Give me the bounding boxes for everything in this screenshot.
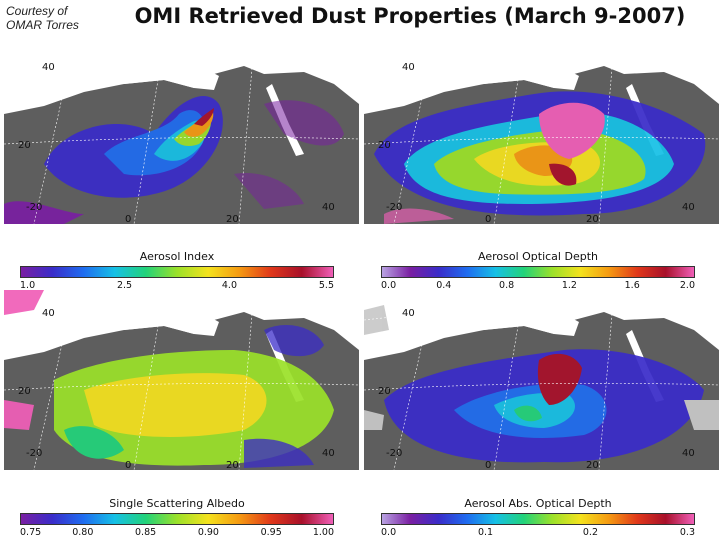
lon-label-minus20: -20 xyxy=(26,448,42,459)
colorbar-aerosol-optical-depth xyxy=(381,266,695,278)
colorbar-tick-label: 0.3 xyxy=(679,527,695,538)
colorbar-tick-label: 1.6 xyxy=(624,280,640,291)
lon-label-20: 20 xyxy=(586,460,599,470)
colorbar-tick-label: 0.4 xyxy=(436,280,452,291)
colorbar-tick-label: 0.0 xyxy=(381,280,397,291)
lon-label-20: 20 xyxy=(586,214,599,224)
single-scattering-albedo-map: 40 20 -20 0 20 40 xyxy=(4,290,359,470)
map-panel-aerosol-optical-depth: 40 20 -20 0 20 40 xyxy=(364,44,719,224)
map-panel-single-scattering-albedo: 40 20 -20 0 20 40 xyxy=(4,290,359,470)
credit-line-2: OMAR Torres xyxy=(6,18,79,32)
credit-text: Courtesy of OMAR Torres xyxy=(6,4,79,32)
colorbar-label-aerosol-optical-depth: Aerosol Optical Depth xyxy=(478,250,598,263)
colorbar-label-aerosol-index: Aerosol Index xyxy=(139,250,215,263)
colorbar-label-aerosol-abs-optical-depth: Aerosol Abs. Optical Depth xyxy=(464,497,612,510)
map-panel-aerosol-index: 40 20 -20 0 20 40 xyxy=(4,44,359,224)
colorbar-ticks-aerosol-index: 1.0 2.5 4.0 5.5 xyxy=(20,280,334,292)
colorbar-tick-label: 4.0 xyxy=(221,280,237,291)
colorbar-tick-label: 2.0 xyxy=(679,280,695,291)
page-title: OMI Retrieved Dust Properties (March 9-2… xyxy=(134,4,686,28)
lon-label-40: 40 xyxy=(322,202,335,213)
aerosol-index-map: 40 20 -20 0 20 40 xyxy=(4,44,359,224)
colorbar-aerosol-abs-optical-depth xyxy=(381,513,695,525)
colorbar-tick-label: 0.95 xyxy=(260,527,282,538)
colorbar-ticks-aerosol-optical-depth: 0.0 0.4 0.8 1.2 1.6 2.0 xyxy=(381,280,695,292)
lat-label-20: 20 xyxy=(378,386,391,397)
lat-label-20: 20 xyxy=(378,140,391,151)
graticule xyxy=(4,44,359,224)
lat-label-40: 40 xyxy=(402,308,415,319)
lon-label-minus20: -20 xyxy=(26,202,42,213)
colorbar-ticks-single-scattering-albedo: 0.75 0.80 0.85 0.90 0.95 1.00 xyxy=(20,527,334,539)
colorbar-aerosol-index xyxy=(20,266,334,278)
lon-label-0: 0 xyxy=(125,214,131,224)
colorbar-tick-label: 5.5 xyxy=(318,280,334,291)
colorbar-tick-label: 1.2 xyxy=(561,280,577,291)
lat-label-40: 40 xyxy=(42,308,55,319)
lon-label-minus20: -20 xyxy=(386,202,402,213)
aerosol-abs-optical-depth-map: 40 20 -20 0 20 40 xyxy=(364,290,719,470)
colorbar-tick-label: 1.00 xyxy=(312,527,334,538)
aerosol-optical-depth-map: 40 20 -20 0 20 40 xyxy=(364,44,719,224)
lon-label-0: 0 xyxy=(485,460,491,470)
mediterranean-sea xyxy=(74,68,219,90)
colorbar-tick-label: 0.0 xyxy=(381,527,397,538)
lon-label-20: 20 xyxy=(226,214,239,224)
lon-label-0: 0 xyxy=(485,214,491,224)
colorbar-ticks-aerosol-abs-optical-depth: 0.0 0.1 0.2 0.3 xyxy=(381,527,695,539)
colorbar-tick-label: 0.8 xyxy=(499,280,515,291)
lon-label-40: 40 xyxy=(682,448,695,459)
colorbar-tick-label: 0.80 xyxy=(72,527,94,538)
lat-label-20: 20 xyxy=(18,386,31,397)
lat-label-40: 40 xyxy=(42,62,55,73)
colorbar-tick-label: 0.85 xyxy=(135,527,157,538)
colorbar-tick-label: 0.75 xyxy=(20,527,42,538)
colorbar-single-scattering-albedo xyxy=(20,513,334,525)
map-panel-aerosol-abs-optical-depth: 40 20 -20 0 20 40 xyxy=(364,290,719,470)
lon-label-0: 0 xyxy=(125,460,131,470)
lat-label-40: 40 xyxy=(402,62,415,73)
colorbar-tick-label: 0.90 xyxy=(197,527,219,538)
colorbar-tick-label: 0.2 xyxy=(582,527,598,538)
colorbar-label-single-scattering-albedo: Single Scattering Albedo xyxy=(109,497,245,510)
credit-line-1: Courtesy of xyxy=(6,4,68,18)
colorbar-tick-label: 2.5 xyxy=(116,280,133,291)
colorbar-tick-label: 1.0 xyxy=(20,280,36,291)
lon-label-40: 40 xyxy=(322,448,335,459)
lon-label-minus20: -20 xyxy=(386,448,402,459)
lon-label-20: 20 xyxy=(226,460,239,470)
lat-label-20: 20 xyxy=(18,140,31,151)
lon-label-40: 40 xyxy=(682,202,695,213)
colorbar-tick-label: 0.1 xyxy=(477,527,494,538)
